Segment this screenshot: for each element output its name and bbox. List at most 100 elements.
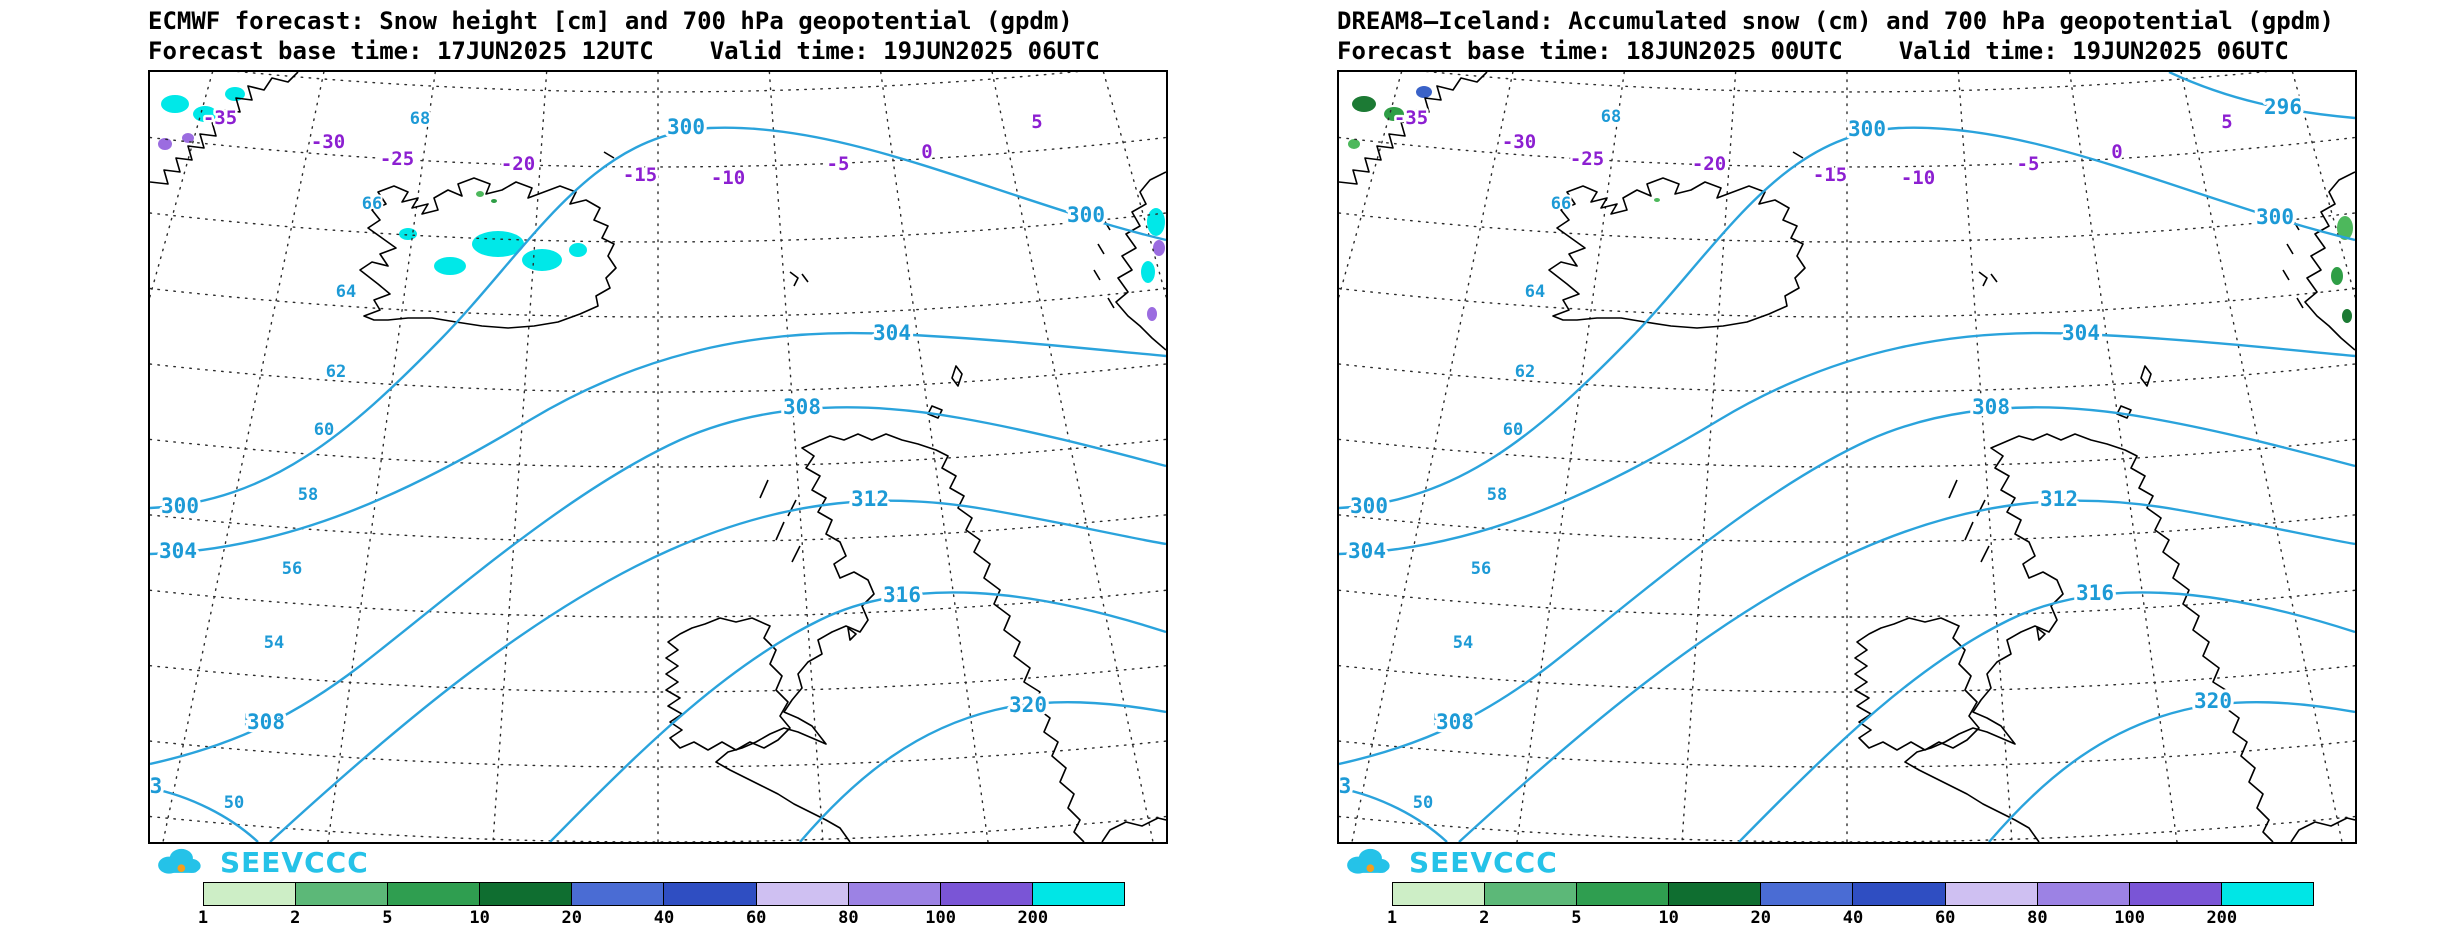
panel-subtitle: Forecast base time: 18JUN2025 00UTC Valid… bbox=[1337, 36, 2359, 66]
geopotential-contour-label: 300 bbox=[1067, 203, 1105, 227]
temperature-label: -20 bbox=[1692, 153, 1726, 175]
snow-patch bbox=[476, 191, 484, 197]
map-labels-layer: -35 -30 -25 -20 -15 -10 -5 0 5 68 66 64 62 60 58 56 54 52… bbox=[150, 105, 1108, 816]
latitude-label: 64 bbox=[1525, 282, 1545, 302]
colorbar-tick-label: 1 bbox=[197, 908, 209, 925]
snow-scale-colorbar bbox=[203, 882, 1125, 906]
snow-patch bbox=[434, 257, 466, 275]
snow-scale-tick-labels: 1 2 5 10 20 40 60 80 100 200 bbox=[198, 908, 1125, 925]
colorbar-tick-label: 10 bbox=[469, 908, 490, 925]
colorbar-segment bbox=[2221, 883, 2313, 905]
colorbar-tick-label: 40 bbox=[653, 908, 675, 925]
colorbar-tick-label: 60 bbox=[745, 908, 767, 925]
colorbar-tick-label: 5 bbox=[1571, 908, 1582, 925]
snow-scale-tick-labels: 1 2 5 10 20 40 60 80 100 200 bbox=[1387, 908, 2314, 925]
colorbar-tick-label: 10 bbox=[1658, 908, 1679, 925]
colorbar-segment bbox=[940, 883, 1033, 905]
snow-patch bbox=[225, 87, 245, 101]
snow-patch bbox=[2337, 216, 2353, 240]
map-frame-dream8: -35 -30 -25 -20 -15 -10 -5 0 5 68 66 64 62 60 58 56 54 52… bbox=[1337, 70, 2357, 844]
snow-patch bbox=[399, 228, 417, 240]
colorbar-tick-label: 200 bbox=[1017, 908, 1049, 925]
snow-patch bbox=[1654, 198, 1660, 202]
colorbar-segment bbox=[1761, 883, 1854, 905]
snow-patch bbox=[472, 231, 524, 257]
colorbar-segment bbox=[572, 883, 665, 905]
colorbar-tick-label: 100 bbox=[925, 908, 956, 925]
geopotential-contour-label: 308 bbox=[247, 710, 285, 734]
temperature-label: -10 bbox=[711, 167, 745, 189]
geopotential-contour-label: 304 bbox=[873, 321, 911, 345]
colorbar-segment bbox=[1032, 883, 1124, 905]
geopotential-contour-label: 300 bbox=[161, 494, 199, 518]
temperature-label: -15 bbox=[623, 164, 657, 186]
colorbar-tick-label: 20 bbox=[1750, 908, 1772, 925]
map-canvas-dream8: -35 -30 -25 -20 -15 -10 -5 0 5 68 66 64 62 60 58 56 54 52… bbox=[1339, 72, 2355, 842]
snow-patch bbox=[2342, 309, 2352, 323]
temperature-label: -5 bbox=[2017, 153, 2040, 175]
geopotential-contour-label: 312 bbox=[851, 487, 889, 511]
geopotential-contour-label: 300 bbox=[1848, 117, 1886, 141]
snow-patch bbox=[569, 243, 587, 257]
snow-patch bbox=[1352, 96, 1376, 112]
geopotential-contour-label: 308 bbox=[1972, 395, 2010, 419]
snow-patch bbox=[158, 138, 172, 150]
snow-patch bbox=[182, 133, 194, 143]
snow-scale-colorbar bbox=[1392, 882, 2314, 906]
colorbar-segment bbox=[1393, 883, 1486, 905]
latitude-label: 66 bbox=[362, 194, 382, 214]
geopotential-contour-label: 316 bbox=[2076, 581, 2114, 605]
forecast-base-time: Forecast base time: 18JUN2025 00UTC bbox=[1337, 37, 1843, 65]
temperature-label: -20 bbox=[501, 153, 535, 175]
colorbar-segment bbox=[2037, 883, 2130, 905]
temperature-label: 5 bbox=[2221, 111, 2232, 133]
snow-patch bbox=[1348, 139, 1360, 149]
latitude-label: 50 bbox=[1413, 793, 1433, 813]
latitude-label: 58 bbox=[1487, 485, 1507, 505]
geopotential-contour-label: 300 bbox=[667, 115, 705, 139]
geopotential-contour-label: 3 bbox=[1339, 774, 1351, 798]
colorbar-segment bbox=[1669, 883, 1762, 905]
colorbar-segment bbox=[848, 883, 941, 905]
temperature-label: -25 bbox=[1570, 148, 1604, 170]
geopotential-contour-label: 304 bbox=[2062, 321, 2100, 345]
latitude-label: 56 bbox=[1471, 559, 1491, 579]
colorbar-segment bbox=[1485, 883, 1578, 905]
temperature-label: 0 bbox=[921, 141, 932, 163]
colorbar-segment bbox=[480, 883, 573, 905]
geopotential-contour-label: 3 bbox=[150, 774, 162, 798]
snow-patch bbox=[1153, 240, 1165, 256]
temperature-label: -25 bbox=[380, 148, 414, 170]
colorbar-segment bbox=[2129, 883, 2222, 905]
panel-subtitle: Forecast base time: 17JUN2025 12UTC Valid… bbox=[148, 36, 1170, 66]
seevccc-cloud-icon bbox=[1347, 848, 1390, 874]
colorbar-tick-label: 80 bbox=[2027, 908, 2048, 925]
colorbar-tick-label: 1 bbox=[1386, 908, 1398, 925]
colorbar-segment bbox=[388, 883, 481, 905]
colorbar-segment bbox=[1577, 883, 1670, 905]
seevccc-cloud-icon bbox=[158, 848, 201, 874]
valid-time: Valid time: 19JUN2025 06UTC bbox=[709, 37, 1100, 65]
temperature-label: -10 bbox=[1901, 167, 1935, 189]
map-labels-layer: -35 -30 -25 -20 -15 -10 -5 0 5 68 66 64 62 60 58 56 54 52… bbox=[1339, 92, 2305, 815]
colorbar-segment bbox=[1853, 883, 1946, 905]
panel-title: DREAM8–Iceland: Accumulated snow (cm) an… bbox=[1337, 7, 2334, 35]
snow-patch bbox=[491, 199, 497, 203]
latitude-label: 60 bbox=[314, 420, 334, 440]
seevccc-logo-text: SEEVCCC bbox=[1409, 845, 1558, 879]
geopotential-contour-label: 308 bbox=[1436, 710, 1474, 734]
snow-cover-layer bbox=[158, 87, 1165, 321]
colorbar-tick-label: 40 bbox=[1842, 908, 1864, 925]
latitude-label: 60 bbox=[1503, 420, 1523, 440]
snow-patch bbox=[1416, 86, 1432, 98]
latitude-label: 68 bbox=[1601, 107, 1621, 127]
latitude-label: 52 bbox=[244, 711, 264, 731]
geopotential-contour-label: 296 bbox=[2264, 95, 2302, 119]
geopotential-contour-label: 304 bbox=[159, 539, 197, 563]
geopotential-contour-label: 312 bbox=[2040, 487, 2078, 511]
map-canvas-ecmwf: -35 -30 -25 -20 -15 -10 -5 0 5 68 66 64 62 60 58 56 54 52… bbox=[150, 72, 1166, 842]
colorbar-tick-label: 200 bbox=[2206, 908, 2238, 925]
latitude-label: 50 bbox=[224, 793, 244, 813]
colorbar-tick-label: 100 bbox=[2114, 908, 2145, 925]
